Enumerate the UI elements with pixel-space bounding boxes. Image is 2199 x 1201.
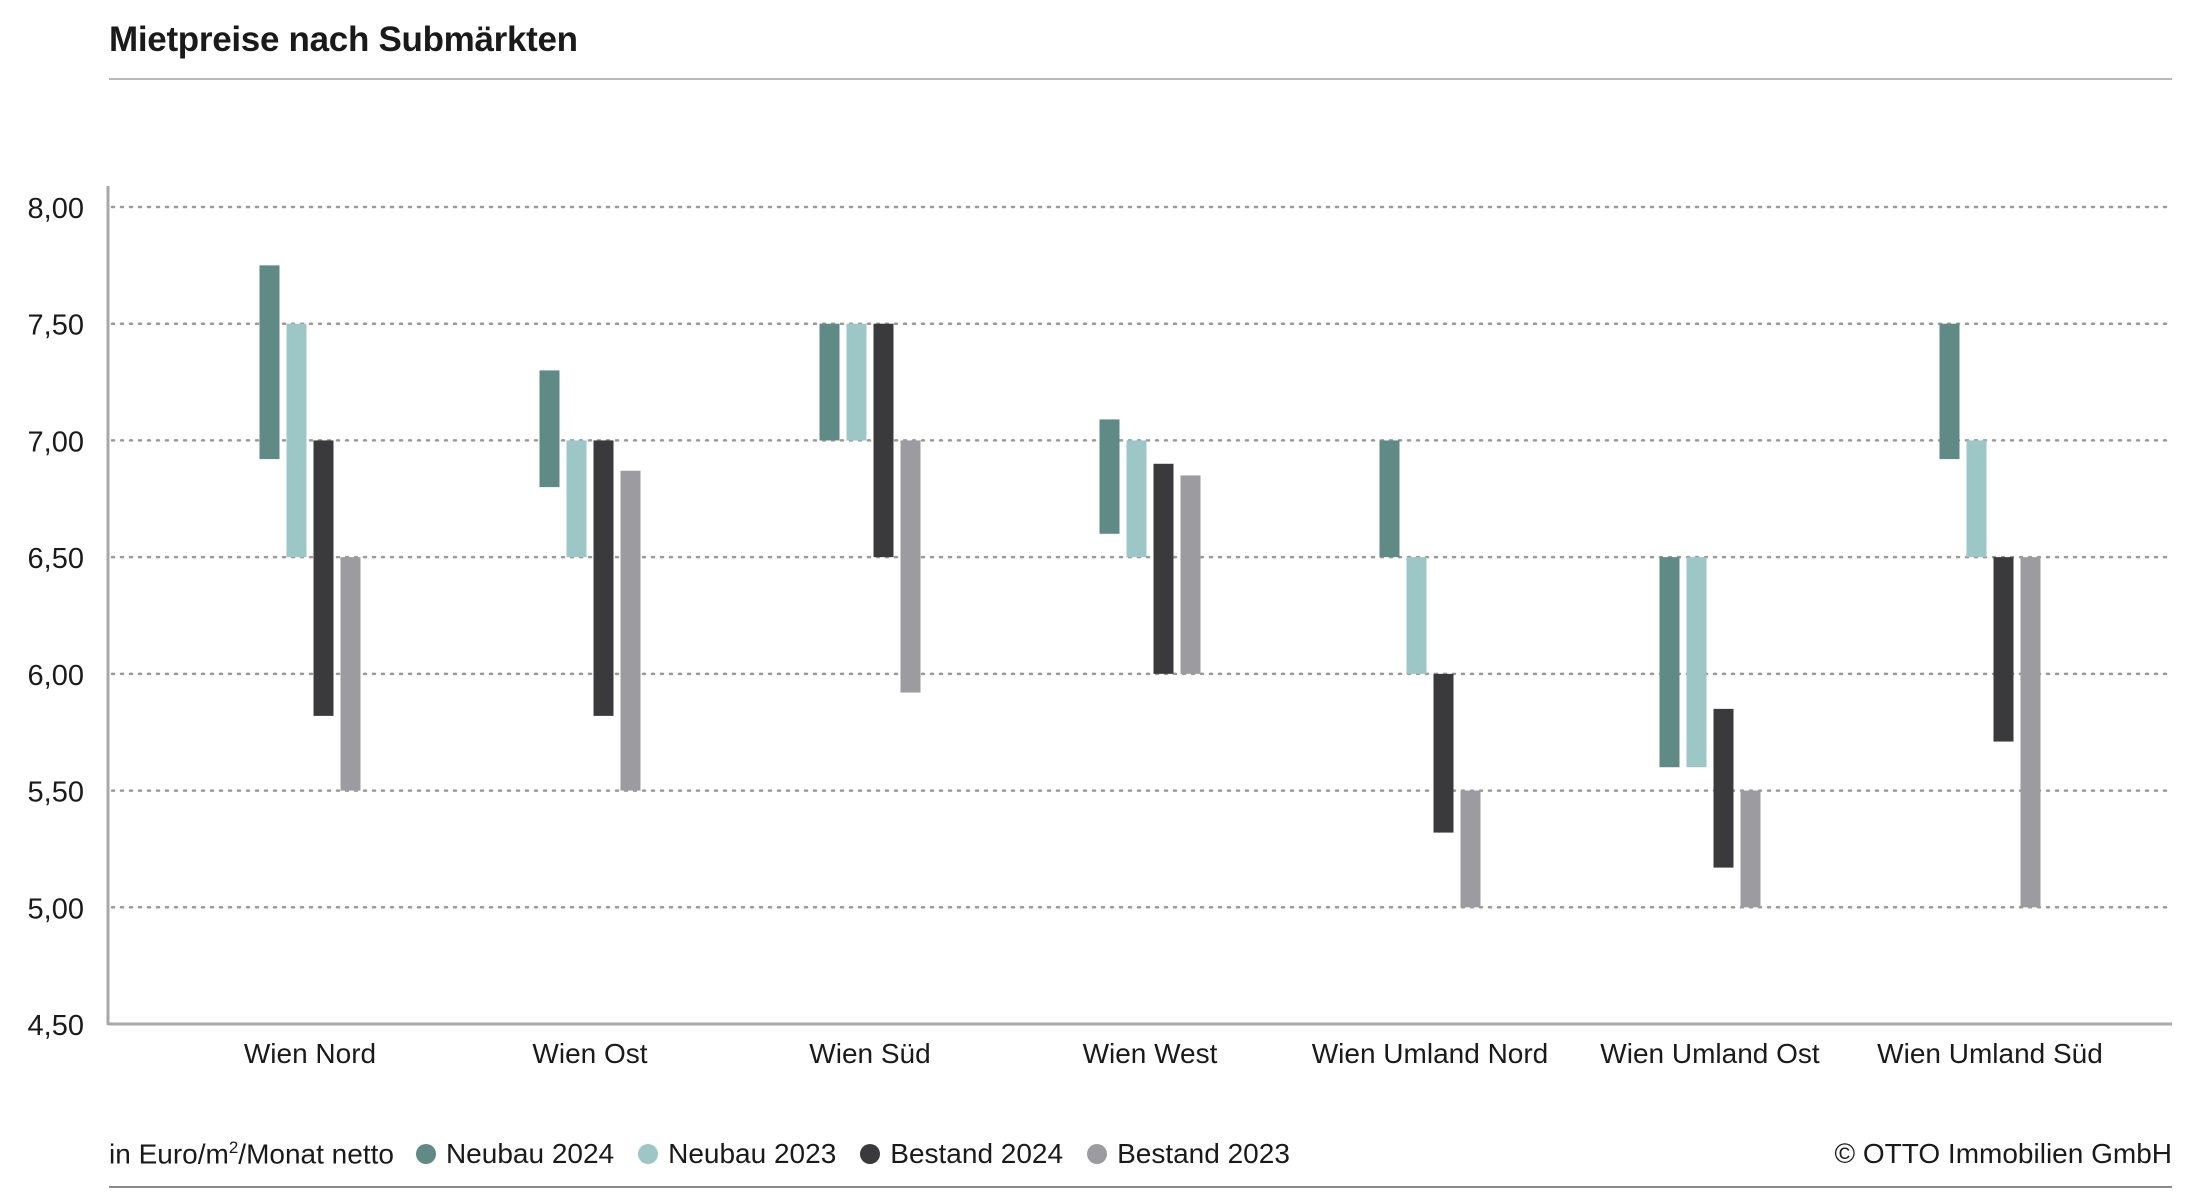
- bar: [1126, 440, 1147, 558]
- bar: [1993, 557, 2014, 742]
- grid-lines: [110, 205, 2174, 909]
- bar: [900, 440, 921, 693]
- legend-label: Neubau 2023: [668, 1138, 837, 1169]
- bar: [1153, 463, 1174, 674]
- bars: [259, 265, 2041, 908]
- unit-label: in Euro/m2/Monat netto: [109, 1137, 394, 1170]
- legend-item: Bestand 2023: [1087, 1138, 1290, 1170]
- bar: [1433, 673, 1454, 833]
- legend-label: Bestand 2023: [1117, 1138, 1290, 1169]
- bar: [1966, 440, 1987, 558]
- y-tick-label: 7,00: [28, 426, 84, 458]
- bar: [1939, 323, 1960, 460]
- bar: [566, 440, 587, 558]
- y-tick-label: 6,50: [28, 543, 84, 575]
- x-category-label: Wien West: [1083, 1038, 1218, 1069]
- legend-swatch: [860, 1144, 881, 1164]
- bar: [1740, 790, 1761, 908]
- copyright-note: © OTTO Immobilien GmbH: [1834, 1138, 2172, 1169]
- legend-item: Neubau 2023: [638, 1138, 836, 1170]
- x-category-label: Wien Umland Ost: [1600, 1038, 1820, 1069]
- x-category-label: Wien Nord: [244, 1038, 376, 1069]
- x-category-label: Wien Süd: [809, 1038, 930, 1069]
- chart-footer: in Euro/m2/Monat netto Neubau 2024 Neubau…: [109, 1134, 2172, 1174]
- tick-labels: 4,50 5,00 5,50 6,00 6,50 7,00 7,50 8,00 Wien Nor…: [28, 193, 2103, 1069]
- bar: [313, 440, 334, 716]
- x-category-label: Wien Umland Süd: [1877, 1038, 2103, 1069]
- bar: [846, 323, 867, 441]
- x-category-label: Wien Ost: [532, 1038, 647, 1069]
- bar: [873, 323, 894, 558]
- legend-item: Bestand 2024: [860, 1138, 1063, 1170]
- bar: [1659, 557, 1680, 768]
- axes: [106, 186, 2172, 1026]
- y-tick-label: 6,00: [28, 660, 84, 692]
- bar: [340, 557, 361, 791]
- bar: [286, 323, 307, 558]
- y-tick-label: 5,00: [28, 893, 84, 925]
- bar: [593, 440, 614, 716]
- bar: [620, 470, 641, 791]
- title-divider: [109, 78, 2172, 80]
- y-tick-label: 7,50: [28, 310, 84, 342]
- x-category-label: Wien Umland Nord: [1312, 1038, 1549, 1069]
- bar: [819, 323, 840, 441]
- bar: [2020, 557, 2041, 908]
- bar: [259, 265, 280, 460]
- y-tick-label: 8,00: [28, 193, 84, 225]
- y-tick-label: 5,50: [28, 777, 84, 809]
- bar: [1686, 557, 1707, 768]
- legend-swatch: [1087, 1144, 1108, 1164]
- legend-label: Neubau 2024: [445, 1138, 615, 1169]
- legend-label: Bestand 2024: [890, 1138, 1064, 1169]
- bar: [1099, 419, 1120, 534]
- bar: [1406, 557, 1427, 674]
- chart-title: Mietpreise nach Submärkten: [109, 20, 578, 59]
- legend-swatch: [638, 1144, 659, 1164]
- bar: [1180, 475, 1201, 674]
- bar: [1460, 790, 1481, 908]
- legend: Neubau 2024 Neubau 2023 Bestand 2024 Bestan…: [415, 1138, 1314, 1170]
- bar: [1379, 440, 1400, 558]
- legend-swatch: [415, 1144, 436, 1164]
- footer-divider: [109, 1186, 2172, 1188]
- legend-item: Neubau 2024: [415, 1138, 615, 1170]
- bar: [1713, 708, 1734, 868]
- y-tick-label: 4,50: [28, 1010, 84, 1042]
- bar: [539, 370, 560, 488]
- chart-svg: 4,50 5,00 5,50 6,00 6,50 7,00 7,50 8,00 Wien Nor…: [28, 186, 2174, 1069]
